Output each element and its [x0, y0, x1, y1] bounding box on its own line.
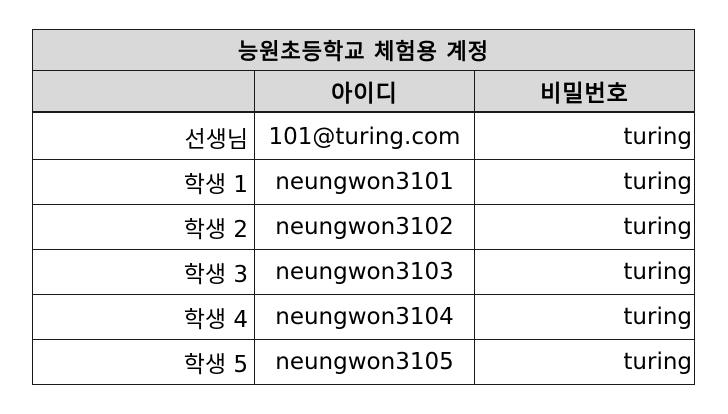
title-row: 능원초등학교 체험용 계정	[31, 29, 696, 71]
account-id: 101@turing.com	[254, 111, 475, 160]
account-name: 학생 1	[32, 159, 255, 205]
account-name: 학생 5	[32, 339, 255, 385]
account-id: neungwon3101	[254, 159, 475, 205]
account-id: neungwon3104	[254, 294, 475, 340]
table-row: 학생 1 neungwon3101 turing	[32, 159, 696, 205]
account-sheet: 능원초등학교 체험용 계정 아이디 비밀번호 선생님 101@turing.co…	[31, 29, 696, 385]
column-header-password: 비밀번호	[473, 70, 696, 113]
account-id: neungwon3102	[254, 204, 475, 250]
account-password: turing	[473, 159, 696, 205]
header-row: 아이디 비밀번호	[32, 70, 696, 113]
account-id: neungwon3105	[254, 339, 475, 385]
table-row: 학생 3 neungwon3103 turing	[32, 249, 696, 295]
account-name: 학생 4	[32, 294, 255, 340]
account-id: neungwon3103	[254, 249, 475, 295]
column-header-name	[32, 70, 255, 113]
table-row: 선생님 101@turing.com turing	[32, 111, 696, 160]
account-password: turing	[473, 294, 696, 340]
account-name: 선생님	[32, 111, 255, 160]
account-password: turing	[473, 204, 696, 250]
account-password: turing	[473, 111, 696, 160]
account-password: turing	[473, 339, 696, 385]
table-row: 학생 2 neungwon3102 turing	[32, 204, 696, 250]
table-row: 학생 5 neungwon3105 turing	[32, 339, 696, 385]
account-name: 학생 2	[32, 204, 255, 250]
account-password: turing	[473, 249, 696, 295]
table-row: 학생 4 neungwon3104 turing	[32, 294, 696, 340]
account-table: 능원초등학교 체험용 계정 아이디 비밀번호 선생님 101@turing.co…	[31, 29, 696, 385]
column-header-id: 아이디	[254, 70, 475, 113]
table-title: 능원초등학교 체험용 계정	[31, 29, 696, 71]
account-name: 학생 3	[32, 249, 255, 295]
